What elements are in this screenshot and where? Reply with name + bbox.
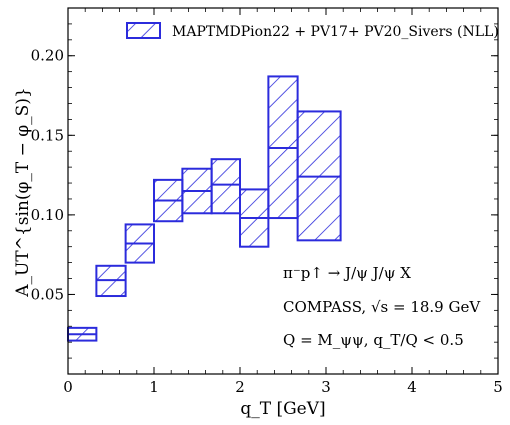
annotation-experiment: COMPASS, √s = 18.9 GeV	[283, 298, 481, 316]
y-tick-label: 0.15	[31, 126, 64, 144]
legend-label: MAPTMDPion22 + PV17+ PV20_Sivers (NLL)	[172, 24, 499, 40]
annotation-block: π⁻p↑ → J/ψ J/ψ X COMPASS, √s = 18.9 GeV …	[283, 264, 481, 349]
central-layer	[68, 147, 341, 336]
x-tick-label: 0	[63, 378, 73, 396]
y-tick-label: 0.20	[31, 47, 64, 65]
legend-swatch	[126, 22, 161, 39]
y-axis-title: A_UT^{sin(φ_T − φ_S)}	[13, 87, 33, 298]
plot-frame	[67, 7, 499, 375]
x-tick-label: 3	[321, 378, 331, 396]
y-tick-label: 0.05	[31, 285, 64, 303]
y-tick-label: 0.10	[31, 206, 64, 224]
annotation-cuts: Q = M_ψψ, q_T/Q < 0.5	[283, 331, 464, 349]
x-axis-title: q_T [GeV]	[240, 399, 325, 419]
legend: MAPTMDPion22 + PV17+ PV20_Sivers (NLL)	[126, 22, 499, 40]
annotation-process: π⁻p↑ → J/ψ J/ψ X	[283, 264, 411, 282]
x-tick-label: 5	[493, 378, 503, 396]
x-tick-label: 2	[235, 378, 245, 396]
x-tick-label: 1	[149, 378, 159, 396]
x-tick-label: 4	[407, 378, 417, 396]
band-bin-5	[210, 158, 241, 215]
tick-layer: 0 1 2 3 4 5 0.05 0.10 0.15 0.20	[31, 8, 503, 396]
